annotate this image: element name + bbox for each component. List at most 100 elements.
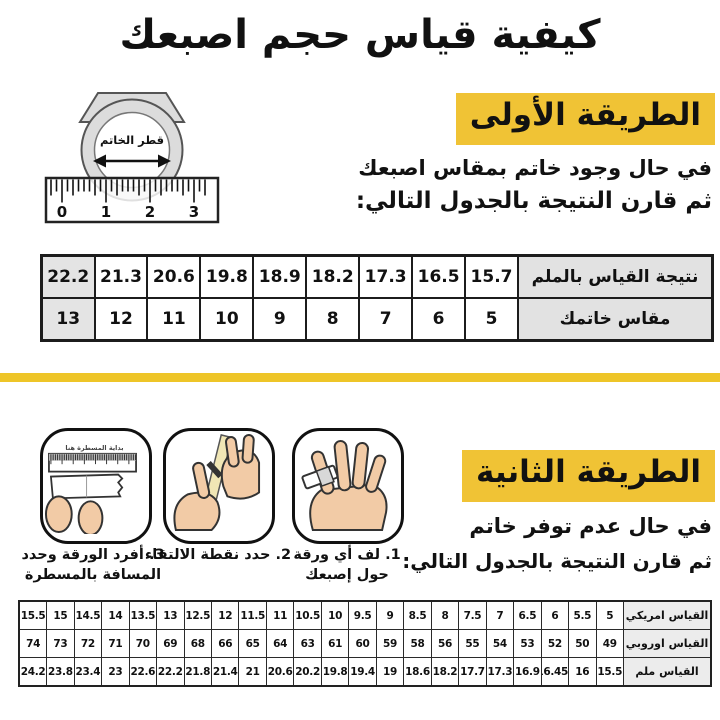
table-cell: 66 xyxy=(210,629,240,658)
table-cell: 24.2 xyxy=(18,657,48,687)
table-cell: 13.5 xyxy=(128,600,158,630)
ruler-numbers: 0 1 2 3 xyxy=(57,203,199,221)
table-cell: 13 xyxy=(40,297,96,342)
table-cell: 72 xyxy=(73,629,103,658)
row-header-cell: القياس امريكي xyxy=(623,600,712,630)
table-cell: 53 xyxy=(513,629,542,658)
method2-line2: ثم قارن النتيجة بالجدول التالي: xyxy=(402,549,712,573)
step1-caption: 1. لف أي ورقة حول إصبعك xyxy=(293,547,401,583)
size-conversion-table: القياس امريكي 5 5.5 6 6.5 7 7.5 8 8.5 9 9.5 10 10.5 1… xyxy=(18,600,712,687)
table-cell: 10 xyxy=(199,297,255,342)
table-cell: 11 xyxy=(146,297,202,342)
table-cell: 19 xyxy=(375,657,405,687)
table-cell: 21.8 xyxy=(183,657,212,687)
table-cell: 21 xyxy=(238,657,267,687)
table-cell: 8 xyxy=(430,600,460,630)
table-row: القياس اوروبي 49 50 52 53 54 55 56 58 59 60 61 63 64 6… xyxy=(18,629,712,658)
table-cell: 16.45 xyxy=(540,657,570,687)
step2-caption: 2. حدد نقطة الالتقاء xyxy=(144,547,292,563)
table-cell: 64 xyxy=(265,629,295,658)
table-cell: 58 xyxy=(403,629,432,658)
table-cell: 9 xyxy=(252,297,308,342)
method1-line2: ثم قارن النتيجة بالجدول التالي: xyxy=(355,188,712,214)
table-cell: 73 xyxy=(46,629,75,658)
arrow-head-left xyxy=(93,154,106,168)
table-cell: 52 xyxy=(540,629,570,658)
table-cell: 23 xyxy=(101,657,130,687)
ruler-measure-icon: بداية المسطرة هنا xyxy=(44,444,137,536)
table-cell: 20.2 xyxy=(293,657,322,687)
table-cell: 11 xyxy=(265,600,295,630)
table-cell: 20.6 xyxy=(146,254,202,299)
ruler-number: 1 xyxy=(101,203,111,221)
table-cell: 13 xyxy=(156,600,185,630)
table-cell: 61 xyxy=(320,629,350,658)
table-cell: 10.5 xyxy=(293,600,322,630)
table-cell: 19.4 xyxy=(348,657,377,687)
marker-pen xyxy=(206,461,223,479)
table-cell: 14.5 xyxy=(73,600,103,630)
table-cell: 70 xyxy=(128,629,158,658)
method2-heading: الطريقة الثانية xyxy=(462,450,715,502)
table-cell: 59 xyxy=(375,629,405,658)
table-cell: 9 xyxy=(375,600,405,630)
ruler-number: 2 xyxy=(145,203,155,221)
table-cell: 68 xyxy=(183,629,212,658)
table-cell: 6 xyxy=(411,297,467,342)
table-cell: 6.5 xyxy=(513,600,542,630)
table-cell: 50 xyxy=(568,629,597,658)
table-cell: 12 xyxy=(93,297,149,342)
arrow-head-right xyxy=(158,154,171,168)
ruler-band xyxy=(48,453,137,461)
table-cell: 18.6 xyxy=(403,657,432,687)
table-cell: 5.5 xyxy=(568,600,597,630)
table-cell: 5 xyxy=(595,600,625,630)
table-cell: 15.7 xyxy=(464,254,519,299)
table-cell: 12.5 xyxy=(183,600,212,630)
row-header-cell: نتيجة القياس بالملم xyxy=(517,254,714,299)
step3-caption: 3. أفرد الورقة وحدد المسافة بالمسطرة xyxy=(21,547,165,583)
ruler xyxy=(44,176,220,224)
ruler-number: 3 xyxy=(189,203,199,221)
ruler-number: 0 xyxy=(57,203,67,221)
ruler-ticks xyxy=(50,179,206,203)
table-cell: 21.4 xyxy=(210,657,240,687)
table-cell: 55 xyxy=(458,629,487,658)
table-cell: 65 xyxy=(238,629,267,658)
ring-size-table: نتيجة القياس بالملم 15.7 16.5 17.3 18.2 18.9 1… xyxy=(40,254,714,342)
paper-band xyxy=(315,465,335,487)
table-cell: 49 xyxy=(595,629,625,658)
ring-diameter-diagram-icon: قطر الخاتم 0 1 2 3 xyxy=(44,92,220,224)
table-cell: 54 xyxy=(485,629,515,658)
table-cell: 6 xyxy=(540,600,570,630)
method2-line1: في حال عدم توفر خاتم xyxy=(469,514,712,538)
table-cell: 19.8 xyxy=(199,254,255,299)
table-cell: 7 xyxy=(485,600,515,630)
table-cell: 8 xyxy=(305,297,361,342)
table-cell: 23.8 xyxy=(46,657,75,687)
table-cell: 7 xyxy=(358,297,414,342)
table-cell: 18.2 xyxy=(430,657,460,687)
method1-line1: في حال وجود خاتم بمقاس اصبعك xyxy=(358,156,712,180)
table-cell: 19.8 xyxy=(320,657,350,687)
mark-point-hands-icon xyxy=(173,434,261,532)
table-cell: 10 xyxy=(320,600,350,630)
table-cell: 9.5 xyxy=(348,600,377,630)
table-cell: 16.9 xyxy=(513,657,542,687)
table-cell: 22.2 xyxy=(40,254,96,299)
table-cell: 56 xyxy=(430,629,460,658)
row-header-cell: القياس اوروبي xyxy=(623,629,712,658)
step3-card: بداية المسطرة هنا xyxy=(40,428,152,544)
table-cell: 23.4 xyxy=(73,657,103,687)
step2-card xyxy=(163,428,275,544)
table-cell: 5 xyxy=(464,297,519,342)
table-cell: 22.6 xyxy=(128,657,158,687)
ring-inner-outline xyxy=(93,111,171,189)
table-cell: 17.3 xyxy=(358,254,414,299)
table-cell: 16.5 xyxy=(411,254,467,299)
method1-heading: الطريقة الأولى xyxy=(455,93,715,145)
wrap-paper-hand-icon xyxy=(301,440,388,532)
step1-card xyxy=(292,428,404,544)
page-title: كيفية قياس حجم اصبعك xyxy=(119,12,601,58)
